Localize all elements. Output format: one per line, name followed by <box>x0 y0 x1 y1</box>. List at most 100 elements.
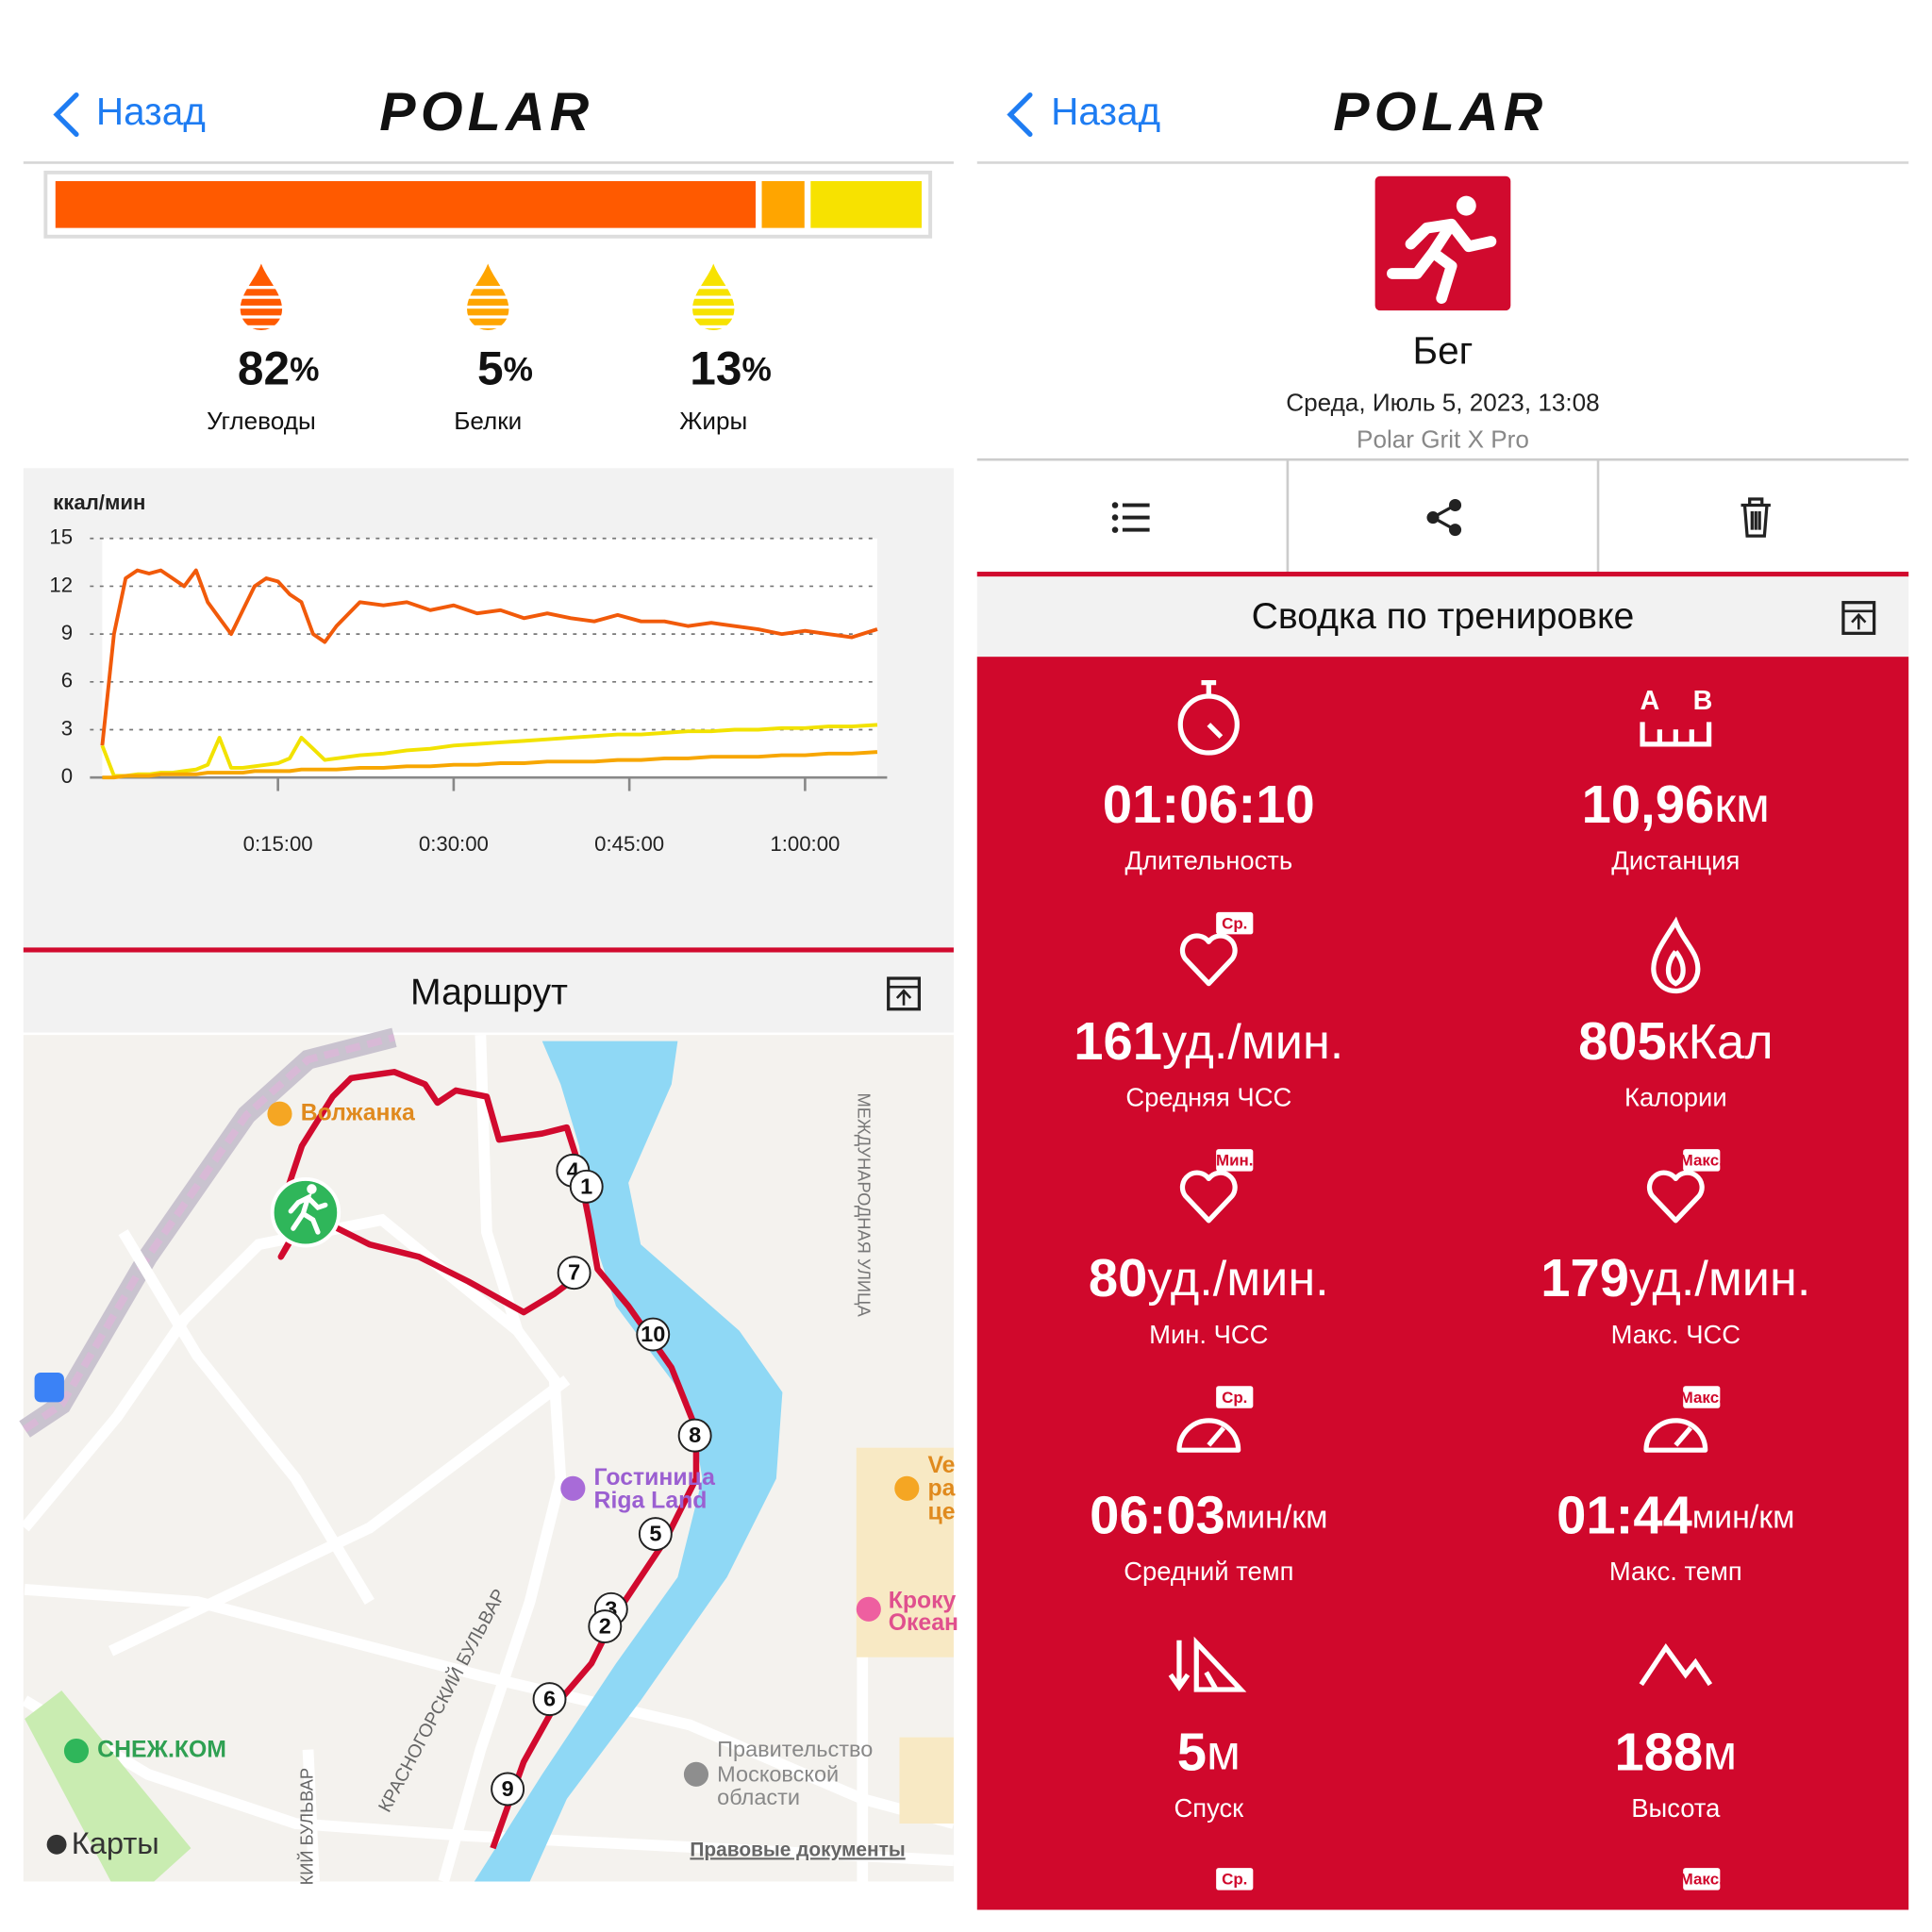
left-header: Назад POLAR <box>23 82 954 164</box>
drop-stripe <box>239 305 284 309</box>
series-line <box>102 750 878 780</box>
back-button[interactable]: Назад <box>96 90 206 133</box>
stat-value: 179уд./мин. <box>1541 1248 1810 1307</box>
back-chevron[interactable] <box>53 92 79 137</box>
plot-area <box>102 538 877 778</box>
lap-marker-label: 7 <box>568 1260 580 1285</box>
drop-stripe <box>239 325 284 329</box>
badge-label: Ср. <box>1222 1389 1247 1407</box>
place-label: Океан <box>889 1610 958 1636</box>
icon <box>1645 1909 1707 1932</box>
macro-segment <box>761 181 805 228</box>
map <box>19 1027 956 1884</box>
macros: 82% Углеводы 5% Белки 13% Жиры <box>55 181 922 435</box>
place-label: Правительство <box>717 1737 873 1761</box>
macro-number: 13 <box>690 342 741 395</box>
lap-marker <box>557 1256 591 1291</box>
summary-title: Сводка по тренировке <box>1252 596 1635 637</box>
macro-label: Жиры <box>679 407 747 435</box>
badge <box>1216 1386 1254 1408</box>
macro-value: 13% <box>690 342 772 395</box>
accent-line <box>23 947 954 953</box>
drop-stripe <box>691 305 736 309</box>
stat-number: 188 <box>1615 1722 1704 1781</box>
stat-value: 01:44мин/км <box>1557 1485 1794 1544</box>
icon <box>1178 1909 1240 1932</box>
place-label: Ve <box>928 1453 956 1478</box>
lap-marker-label: 5 <box>649 1522 661 1546</box>
stat-label: Калории <box>1624 1083 1727 1112</box>
icon <box>1646 1170 1705 1224</box>
badge <box>1216 1868 1254 1890</box>
delete-button[interactable] <box>1740 497 1771 538</box>
lap-marker-label: 10 <box>641 1322 665 1346</box>
place-label: СНЕЖ.КОМ <box>97 1738 226 1763</box>
stat-value: 10,96км <box>1582 774 1770 834</box>
drop-stripe <box>465 325 510 329</box>
sport-name: Бег <box>1413 329 1474 373</box>
sport-icon <box>1374 175 1511 311</box>
stat-value: 161уд./мин. <box>1074 1011 1343 1071</box>
stat-unit: уд./мин. <box>1629 1252 1810 1307</box>
macro-segment <box>55 181 756 228</box>
drop-stripe <box>239 315 284 319</box>
drop-stripe <box>239 295 284 299</box>
stat-unit: м <box>1207 1725 1241 1780</box>
date: Среда, Июль 5, 2023, 13:08 <box>1286 388 1599 416</box>
badge <box>1683 1386 1721 1408</box>
badge <box>1216 1149 1254 1172</box>
right-header: Назад POLAR <box>976 82 1909 164</box>
icon <box>1639 1642 1713 1687</box>
drop-stripe <box>239 286 284 290</box>
street-label: МЕЖДУНАРОДНАЯ УЛИЦА <box>854 1093 874 1318</box>
map-header <box>23 952 954 1033</box>
lap-marker <box>677 1418 712 1453</box>
x-tick-label: 0:30:00 <box>419 832 489 856</box>
lap-marker-label: 6 <box>543 1687 556 1711</box>
x-tick-label: 0:45:00 <box>594 832 664 856</box>
back-chevron[interactable] <box>1007 92 1033 137</box>
place-label: Кроку <box>889 1589 957 1614</box>
export-icon[interactable] <box>1841 601 1876 635</box>
place-label: Московской <box>717 1761 839 1786</box>
stat-label: Спуск <box>1174 1793 1244 1823</box>
series-line <box>100 568 878 746</box>
share-button[interactable] <box>1426 498 1462 537</box>
badge-label: B <box>1693 686 1713 716</box>
stat-label: Дистанция <box>1611 846 1740 875</box>
icon <box>1643 1418 1708 1453</box>
stat-unit: кКал <box>1667 1015 1774 1070</box>
stat-unit: км <box>1714 778 1770 833</box>
stat-number: 179 <box>1541 1248 1629 1307</box>
y-tick-label: 15 <box>49 525 73 549</box>
back-button[interactable]: Назад <box>1051 90 1160 133</box>
badge-label: Ср. <box>1222 1871 1247 1889</box>
stat-label: Мин. ЧСС <box>1149 1320 1268 1349</box>
stat-number: 80 <box>1089 1248 1147 1307</box>
list-button[interactable] <box>1111 502 1150 533</box>
legal-link[interactable]: Правовые документы <box>690 1839 905 1860</box>
logo: POLAR <box>379 82 593 142</box>
macro-unit: % <box>741 352 771 389</box>
logo: POLAR <box>1333 82 1547 142</box>
x-tick-label: 1:00:00 <box>770 832 840 856</box>
stat-label: Средняя ЧСС <box>1125 1083 1291 1112</box>
macro-unit: % <box>290 352 319 389</box>
stat-number: 01:44 <box>1557 1485 1692 1544</box>
device: Polar Grit X Pro <box>1357 425 1529 453</box>
y-tick-label: 12 <box>49 573 73 596</box>
stat-value: 06:03мин/км <box>1090 1485 1327 1544</box>
toolbar <box>976 458 1909 577</box>
stat-value: 01:06:10 <box>1103 774 1315 834</box>
stat-value: 80уд./мин. <box>1089 1248 1329 1307</box>
export-icon[interactable] <box>887 976 921 1011</box>
stat-label: Макс. темп <box>1609 1557 1742 1586</box>
macro-label: Белки <box>454 407 522 435</box>
y-tick-label: 6 <box>61 669 73 692</box>
badge <box>1216 911 1254 935</box>
lap-marker <box>638 1517 673 1552</box>
stat-value: 805кКал <box>1578 1011 1774 1071</box>
apple-icon <box>46 1834 67 1855</box>
icon <box>1176 1418 1241 1453</box>
drop-stripe <box>691 286 736 290</box>
